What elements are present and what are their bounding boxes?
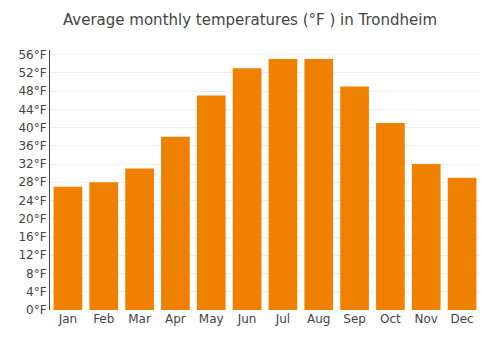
svg-text:32°F: 32°F (18, 157, 46, 171)
svg-text:Dec: Dec (450, 312, 473, 326)
svg-text:8°F: 8°F (26, 267, 47, 281)
svg-text:56°F: 56°F (18, 48, 46, 62)
svg-text:20°F: 20°F (18, 212, 46, 226)
svg-text:Mar: Mar (128, 312, 151, 326)
svg-text:16°F: 16°F (18, 230, 46, 244)
svg-text:Jan: Jan (58, 312, 78, 326)
svg-text:Oct: Oct (380, 312, 401, 326)
svg-text:Jul: Jul (275, 312, 290, 326)
svg-text:Average monthly temperatures (: Average monthly temperatures (°F ) in Tr… (63, 11, 437, 29)
svg-text:Jun: Jun (237, 312, 257, 326)
svg-text:Feb: Feb (93, 312, 114, 326)
svg-text:44°F: 44°F (18, 103, 46, 117)
svg-text:28°F: 28°F (18, 175, 46, 189)
svg-text:4°F: 4°F (26, 285, 47, 299)
svg-text:May: May (199, 312, 224, 326)
svg-text:40°F: 40°F (18, 121, 46, 135)
svg-text:52°F: 52°F (18, 66, 46, 80)
svg-text:Sep: Sep (343, 312, 366, 326)
svg-text:36°F: 36°F (18, 139, 46, 153)
svg-text:24°F: 24°F (18, 194, 46, 208)
svg-text:0°F: 0°F (26, 303, 47, 317)
svg-text:Apr: Apr (165, 312, 186, 326)
svg-text:12°F: 12°F (18, 248, 46, 262)
svg-text:Aug: Aug (307, 312, 330, 326)
svg-text:Nov: Nov (415, 312, 438, 326)
svg-text:48°F: 48°F (18, 84, 46, 98)
